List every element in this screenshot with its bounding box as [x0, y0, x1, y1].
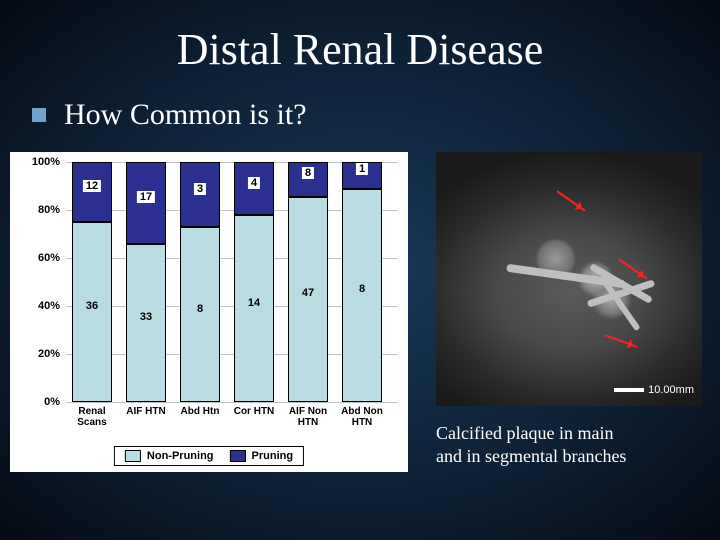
x-axis-labels: RenalScansAIF HTNAbd HtnCor HTNAIF NonHT… — [66, 406, 398, 436]
x-tick-label: AIF NonHTN — [282, 406, 334, 428]
legend-item: Non-Pruning — [125, 450, 214, 462]
bar-segment-pruning — [72, 162, 112, 222]
ct-scan-image: 10.00mm — [436, 152, 702, 406]
legend-item: Pruning — [230, 450, 294, 462]
y-tick-label: 100% — [32, 156, 60, 168]
bar-group: 144 — [234, 162, 274, 402]
bullet-icon — [32, 108, 46, 122]
bar-segment-pruning — [180, 162, 220, 227]
scale-bar: 10.00mm — [614, 384, 694, 396]
bar-group: 478 — [288, 162, 328, 402]
bar-group: 83 — [180, 162, 220, 402]
x-tick-label: RenalScans — [66, 406, 118, 428]
plot-area: 3612 3317 83 144 478 81 — [66, 162, 398, 402]
bar-segment-non-pruning — [126, 244, 166, 402]
legend-swatch — [230, 450, 246, 462]
x-tick-label: Cor HTN — [228, 406, 280, 417]
bar-segment-non-pruning — [234, 215, 274, 402]
y-tick-label: 60% — [38, 252, 60, 264]
slide-title: Distal Renal Disease — [0, 24, 720, 75]
y-tick-label: 40% — [38, 300, 60, 312]
bar-segment-pruning — [126, 162, 166, 244]
y-axis: 0%20%40%60%80%100% — [10, 162, 64, 402]
caption-line2: and in segmental branches — [436, 446, 626, 466]
bar-segment-pruning — [342, 162, 382, 189]
bar-group: 3612 — [72, 162, 112, 402]
ct-caption: Calcified plaque in main and in segmenta… — [436, 422, 702, 467]
bar-segment-pruning — [288, 162, 328, 197]
scale-bar-label: 10.00mm — [648, 384, 694, 396]
bar-segment-non-pruning — [180, 227, 220, 402]
legend-label: Non-Pruning — [147, 450, 214, 462]
x-tick-label: Abd NonHTN — [336, 406, 388, 428]
grid-line — [66, 402, 398, 403]
caption-line1: Calcified plaque in main — [436, 423, 613, 443]
bar-segment-non-pruning — [288, 197, 328, 402]
chart-legend: Non-Pruning Pruning — [114, 446, 304, 466]
x-tick-label: AIF HTN — [120, 406, 172, 417]
y-tick-label: 20% — [38, 348, 60, 360]
stacked-bar-chart: 0% 20% 40% 60% 80% 100% 3612 3317 83 144 478 81 Re… — [10, 152, 408, 472]
x-tick-label: Abd Htn — [174, 406, 226, 417]
bar-group: 81 — [342, 162, 382, 402]
y-tick-label: 0% — [44, 396, 60, 408]
bar-segment-pruning — [234, 162, 274, 215]
scale-bar-line — [614, 388, 644, 392]
slide-root: Distal Renal Disease How Common is it? 0… — [0, 0, 720, 540]
y-tick-label: 80% — [38, 204, 60, 216]
bar-segment-non-pruning — [72, 222, 112, 402]
bar-segment-non-pruning — [342, 189, 382, 402]
slide-subtitle: How Common is it? — [64, 98, 307, 132]
subtitle-row: How Common is it? — [32, 98, 307, 132]
legend-label: Pruning — [252, 450, 294, 462]
legend-swatch — [125, 450, 141, 462]
bar-group: 3317 — [126, 162, 166, 402]
